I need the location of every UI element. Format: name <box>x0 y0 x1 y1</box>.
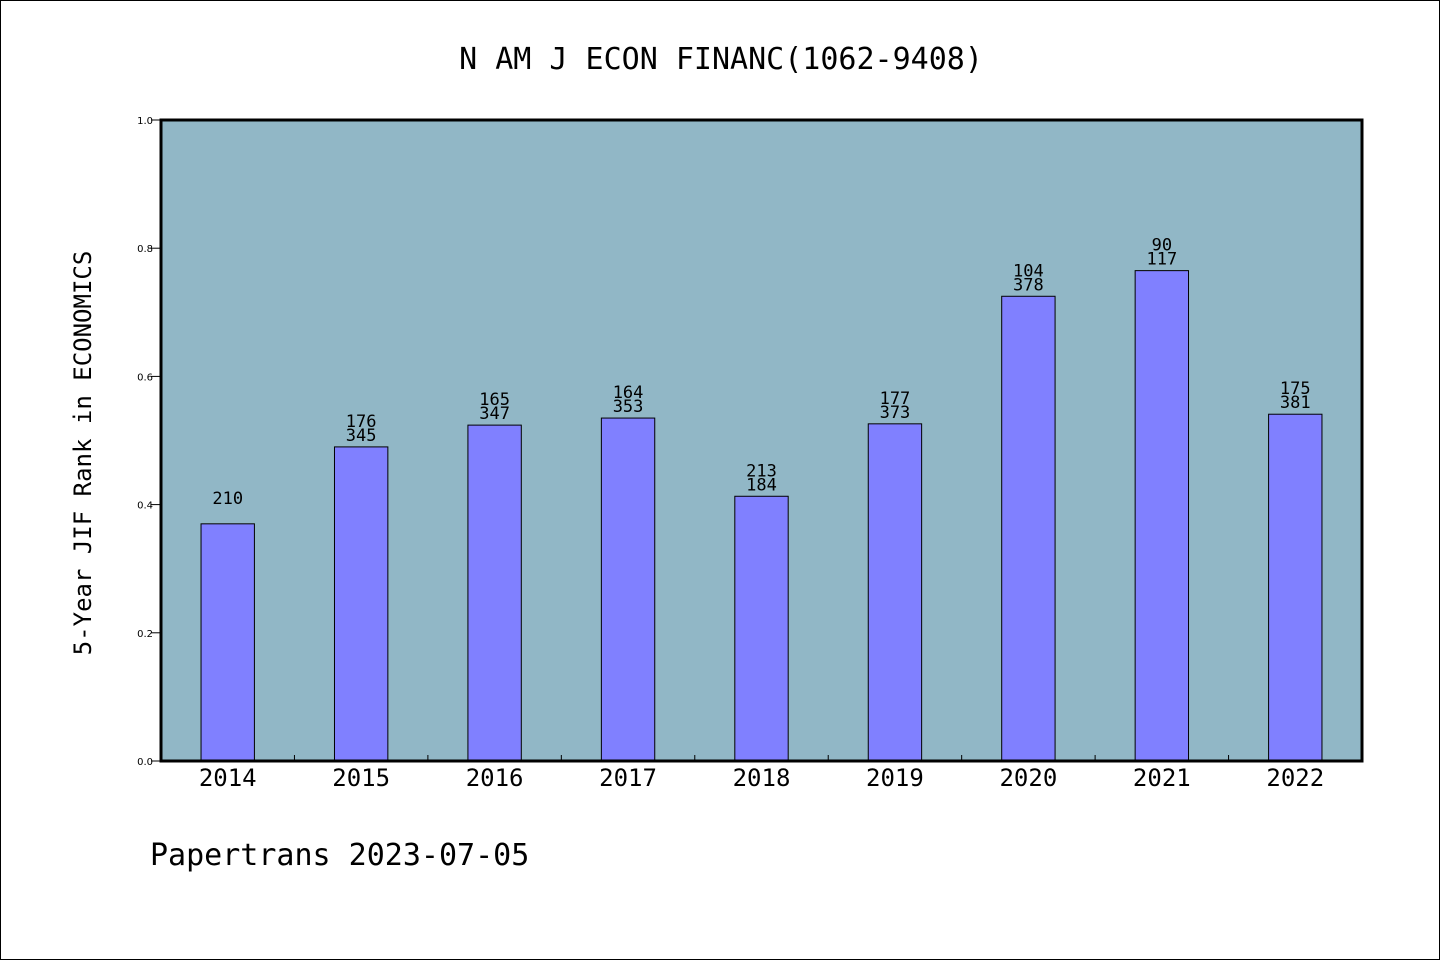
y-tick-label: 0.4 <box>137 501 153 512</box>
bar-label-2015-line1: 176 <box>346 412 377 432</box>
x-axis-ticks: 2014 2015 2016 2017 2018 2019 2020 2021 2022 <box>199 755 1324 792</box>
x-tick-label-2015: 2015 <box>332 764 390 792</box>
bar-label-2014-line1: 210 <box>212 489 243 509</box>
bar-2019 <box>867 423 923 762</box>
bar-2020 <box>1001 295 1056 762</box>
x-tick-label-2020: 2020 <box>999 764 1057 792</box>
bar-label-2016-line2: 347 <box>479 404 510 424</box>
x-tick-label-2016: 2016 <box>466 764 524 792</box>
bars-group <box>200 270 1323 762</box>
plot-border <box>159 118 1364 763</box>
bar-label-2019-line1: 177 <box>880 389 911 409</box>
bar-label-2019-line2: 373 <box>880 403 911 423</box>
bar-label-2017-line2: 353 <box>613 397 644 417</box>
x-tick-label-2018: 2018 <box>733 764 791 792</box>
bar-label-2016-line1: 165 <box>479 390 510 410</box>
y-axis-label: 5-Year JIF Rank in ECONOMICS <box>69 251 97 656</box>
bar-label-2020-line2: 378 <box>1013 275 1044 295</box>
bar-label-2018-line1: 213 <box>746 461 777 481</box>
y-tick-label: 1.0 <box>137 116 153 127</box>
x-tick-label-2019: 2019 <box>866 764 924 792</box>
y-tick-label: 0.2 <box>137 629 153 640</box>
bar-label-2021-line1: 90 <box>1152 236 1172 256</box>
bar-label-2022-line1: 175 <box>1280 379 1311 399</box>
bar-2014 <box>200 523 255 762</box>
bar-label-2020-line1: 104 <box>1013 261 1044 281</box>
x-tick-label-2021: 2021 <box>1133 764 1191 792</box>
y-tick-label: 0.8 <box>137 244 153 255</box>
x-tick-label-2022: 2022 <box>1266 764 1324 792</box>
footer-watermark: Papertrans 2023-07-05 <box>150 838 529 873</box>
x-tick-label-2014: 2014 <box>199 764 257 792</box>
bar-2021 <box>1134 270 1190 762</box>
bar-2016 <box>467 424 522 762</box>
chart-title: N AM J ECON FINANC(1062-9408) <box>459 42 983 77</box>
y-axis-ticks: 0.0 0.2 0.4 0.6 0.8 1.0 <box>137 116 161 768</box>
bar-label-2015-line2: 345 <box>346 426 377 446</box>
bar-2018 <box>734 495 789 762</box>
bar-label-2021-line2: 117 <box>1146 250 1177 270</box>
y-tick-label: 0.6 <box>137 372 153 383</box>
y-tick-label: 0.0 <box>137 757 153 768</box>
bar-2022 <box>1268 413 1323 762</box>
bar-label-2022-line2: 381 <box>1280 393 1311 413</box>
bar-label-2017-line1: 164 <box>613 383 644 403</box>
bar-2015 <box>333 446 389 762</box>
bar-label-2018-line2: 184 <box>746 475 777 495</box>
x-tick-label-2017: 2017 <box>599 764 657 792</box>
bar-2017 <box>600 417 656 762</box>
